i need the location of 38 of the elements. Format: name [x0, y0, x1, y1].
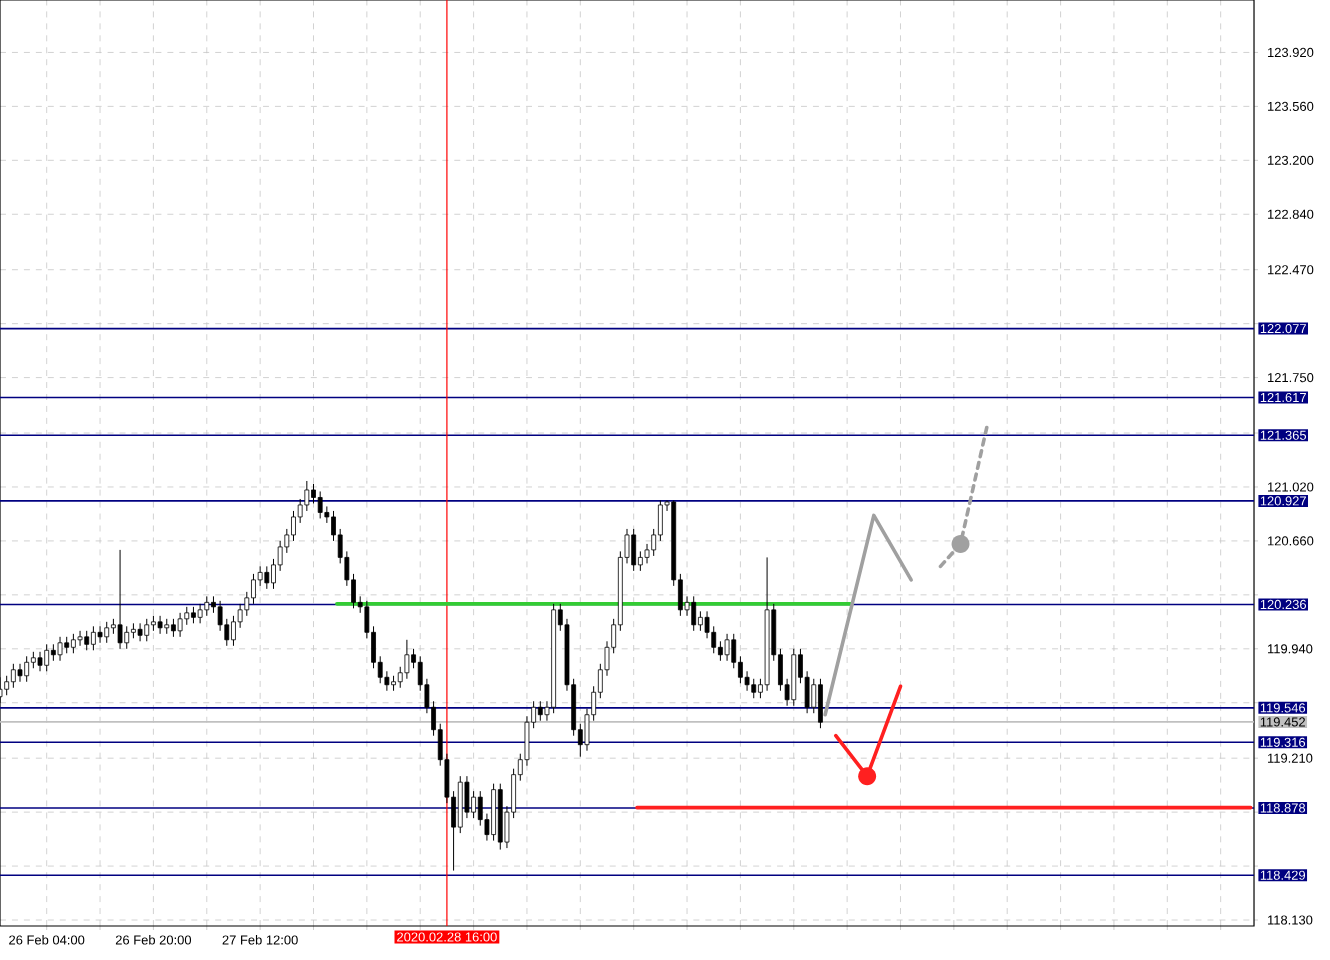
- candlestick: [724, 633, 730, 662]
- candlestick: [691, 595, 697, 632]
- candlestick: [404, 639, 410, 680]
- candlestick: [204, 595, 210, 617]
- candlestick: [717, 640, 723, 662]
- candlestick: [264, 565, 270, 590]
- candlestick: [117, 549, 123, 650]
- candlestick: [251, 573, 256, 605]
- candlestick: [97, 625, 103, 644]
- candlestick: [10, 663, 16, 689]
- candlestick: [84, 630, 90, 651]
- candlestick: [197, 603, 203, 624]
- candlestick: [818, 678, 823, 729]
- candlestick: [537, 700, 543, 722]
- candlestick: [44, 643, 50, 672]
- candlestick: [291, 510, 296, 542]
- candlestick: [77, 630, 83, 647]
- candlestick: [104, 621, 110, 644]
- candlestick: [697, 610, 703, 632]
- candlestick: [144, 618, 150, 642]
- candlestick: [37, 651, 43, 672]
- candlestick: [24, 655, 30, 683]
- candlestick: [177, 612, 183, 638]
- candlestick: [457, 775, 463, 834]
- candlestick: [491, 783, 496, 842]
- candlestick: [471, 790, 476, 819]
- candlestick: [70, 633, 76, 654]
- candlestick: [751, 678, 757, 699]
- candlestick: [137, 622, 143, 642]
- candlestick: [791, 648, 797, 707]
- candlestick: [317, 490, 323, 519]
- candlestick: [124, 625, 130, 650]
- candlestick: [4, 675, 10, 696]
- candlestick: [157, 615, 163, 635]
- candlestick: [17, 663, 23, 683]
- candlestick: [57, 636, 63, 662]
- candlestick: [90, 625, 96, 651]
- candlestick: [631, 528, 637, 572]
